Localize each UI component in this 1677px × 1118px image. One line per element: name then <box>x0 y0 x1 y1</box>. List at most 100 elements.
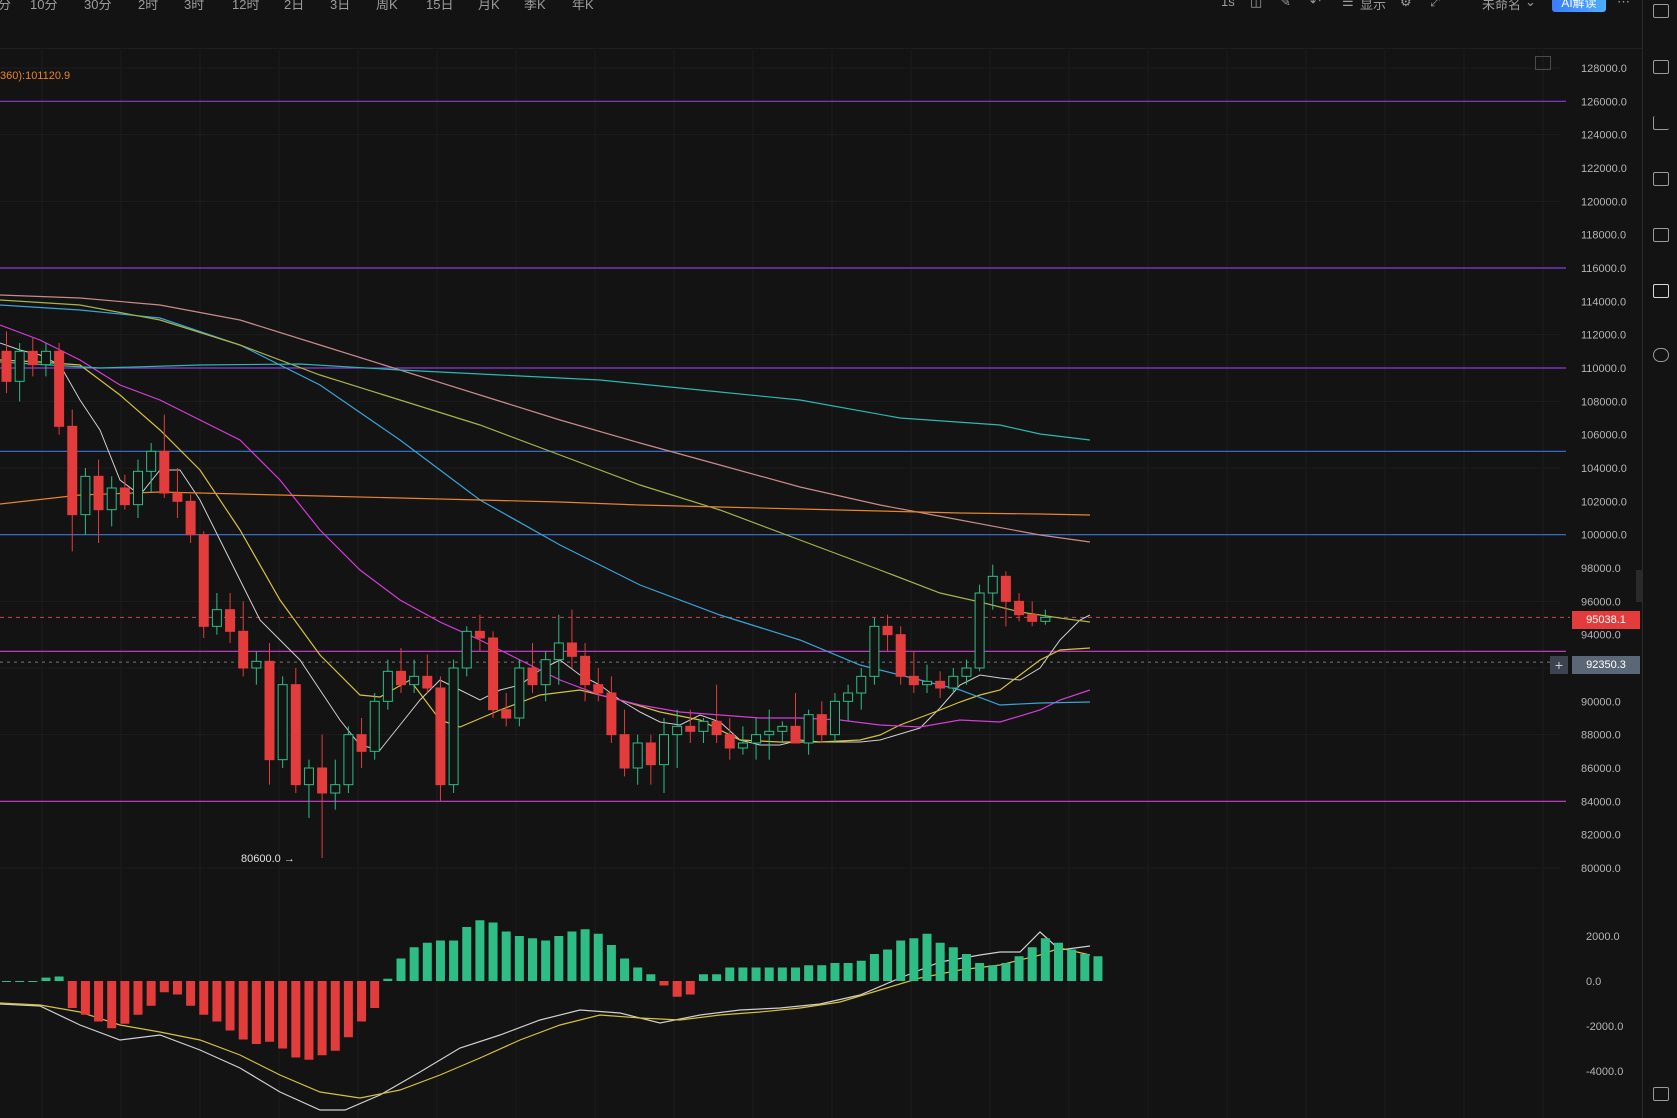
candle-body <box>764 730 775 736</box>
trend-icon[interactable] <box>1653 116 1669 130</box>
timeframe-1m[interactable]: 分 <box>0 0 12 12</box>
layout-name-dropdown[interactable]: 未命名 <box>1482 0 1522 12</box>
camera-icon[interactable]: ◫ <box>1250 0 1263 9</box>
low-price-marker: 80600.0 → <box>241 853 295 865</box>
macd-bar <box>330 981 340 1051</box>
macd-bar <box>633 967 643 981</box>
candle-body <box>527 667 538 686</box>
candle-body <box>961 667 972 677</box>
candle-body <box>448 667 459 786</box>
display-button[interactable]: 显示 <box>1360 0 1387 12</box>
dollar-icon[interactable] <box>1653 60 1669 74</box>
candle-body <box>343 734 354 786</box>
expand-icon[interactable] <box>1535 56 1551 70</box>
macd-bar <box>961 954 971 981</box>
macd-bar <box>107 981 117 1029</box>
candle-body <box>987 575 998 594</box>
timeframe-week[interactable]: 周K <box>376 0 398 12</box>
candle-body <box>225 609 236 632</box>
macd-bar <box>383 978 393 981</box>
price-chart[interactable]: 128000.0 126000.0 124000.0 122000.0 120000.0… <box>0 0 1642 1118</box>
pen-icon[interactable]: ✎ <box>1280 0 1291 9</box>
price-tick-label: 112000.0 <box>1581 330 1626 342</box>
crosshair-price-tag: 92350.3 <box>1572 656 1640 674</box>
ai-interpret-button[interactable]: AI解读 <box>1552 0 1606 12</box>
candle-body <box>27 350 38 366</box>
candle-body <box>922 680 932 686</box>
candle-body <box>553 642 564 661</box>
macd-bar <box>764 967 774 981</box>
macd-bar <box>804 965 814 981</box>
candle-body <box>777 725 788 732</box>
fullscreen-icon[interactable]: ⤢ <box>1430 0 1441 9</box>
timeframe-12h[interactable]: 12时 <box>232 0 260 12</box>
macd-bar <box>172 981 182 995</box>
robot-icon[interactable] <box>1653 284 1669 298</box>
undo-icon[interactable]: ↶ <box>1310 0 1321 9</box>
timeframe-quarter[interactable]: 季K <box>524 0 546 12</box>
note-icon[interactable] <box>1653 4 1669 18</box>
timeframe-year[interactable]: 年K <box>572 0 594 12</box>
macd-bar <box>488 922 498 981</box>
macd-bar <box>238 981 248 1040</box>
price-tick-label: 120000.0 <box>1581 196 1627 208</box>
candle-body <box>106 487 117 511</box>
price-tick-label: 94000.0 <box>1581 630 1621 642</box>
macd-bar <box>1014 956 1024 981</box>
candle-body <box>93 475 104 511</box>
macd-bar <box>225 981 235 1031</box>
candle-body <box>645 742 656 766</box>
timeframe-month[interactable]: 月K <box>478 0 500 12</box>
candle-body <box>356 734 367 752</box>
chevron-down-icon[interactable]: ⌄ <box>1525 0 1536 9</box>
timeframe-2d[interactable]: 2日 <box>284 0 305 12</box>
macd-bar <box>712 974 722 981</box>
interval-1s[interactable]: 1s <box>1221 0 1235 9</box>
candle-body <box>67 425 78 516</box>
ma-sky-blue <box>0 304 1091 706</box>
candle-body <box>54 350 65 427</box>
timeframe-10m[interactable]: 10分 <box>30 0 58 12</box>
price-tick-label: 110000.0 <box>1581 363 1626 375</box>
calendar-icon[interactable] <box>1653 228 1669 242</box>
candle-body <box>290 684 301 786</box>
ma-teal <box>0 361 1091 441</box>
candle-body <box>869 625 880 677</box>
timeframe-15d[interactable]: 15日 <box>426 0 454 12</box>
panel-resize-handle[interactable] <box>1636 570 1642 602</box>
macd-bar <box>146 981 156 1006</box>
macd-bar <box>1067 949 1077 981</box>
chart-grid <box>0 50 1560 1118</box>
monitor-icon[interactable] <box>1653 172 1669 186</box>
candle-body <box>382 670 393 702</box>
macd-bar <box>501 931 511 981</box>
timeframe-2h[interactable]: 2时 <box>138 0 159 12</box>
price-tick-label: 126000.0 <box>1581 96 1627 108</box>
candle-body <box>737 742 748 749</box>
macd-bar <box>593 933 603 981</box>
candle-body <box>895 634 906 677</box>
macd-bar <box>396 958 406 981</box>
macd-bar <box>422 942 432 981</box>
macd-bar <box>1093 956 1103 981</box>
macd-bar <box>159 981 169 993</box>
price-tick-label: 102000.0 <box>1581 496 1627 508</box>
macd-bar <box>909 938 919 981</box>
candle-body <box>40 350 51 366</box>
timeframe-30m[interactable]: 30分 <box>84 0 112 12</box>
candle-body <box>882 625 893 636</box>
price-tick-label: 82000.0 <box>1581 830 1621 842</box>
settings-icon[interactable]: ⚙ <box>1400 0 1412 9</box>
swap-icon[interactable] <box>1653 348 1669 362</box>
timeframe-3h[interactable]: 3时 <box>184 0 205 12</box>
list-icon[interactable]: ☰ <box>1342 0 1354 9</box>
candle-body <box>1040 616 1051 622</box>
macd-bar <box>357 981 367 1022</box>
timeframe-3d[interactable]: 3日 <box>330 0 351 12</box>
timeframe-toolbar: 分 10分 30分 2时 3时 12时 2日 3日 周K 15日 月K 季K 年… <box>0 0 1642 18</box>
share-icon[interactable]: ⋯ <box>1617 0 1630 9</box>
candle-body <box>580 655 591 686</box>
layout-icon[interactable] <box>1653 1087 1669 1101</box>
add-alert-icon[interactable]: + <box>1550 656 1568 674</box>
macd-axis: 2000.0 0.0 -2000.0 -4000.0 <box>1586 931 1623 1078</box>
